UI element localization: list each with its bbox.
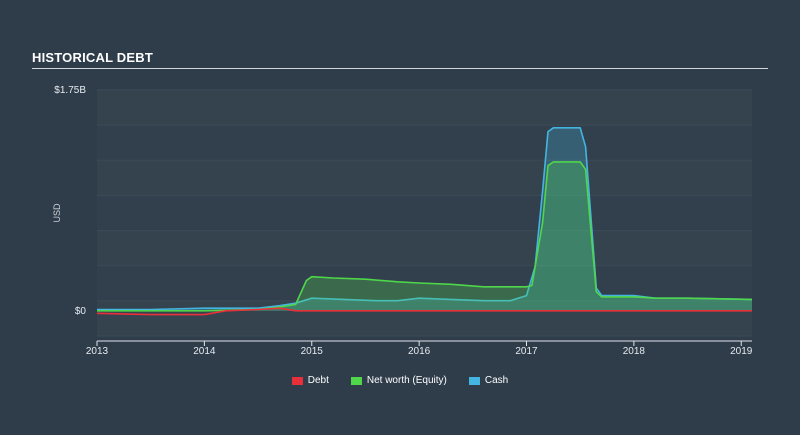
title-divider xyxy=(32,68,768,69)
y-tick-label: $1.75B xyxy=(54,85,86,96)
grid-band xyxy=(97,300,752,336)
series-area-net-worth-equity- xyxy=(97,161,752,311)
legend-label: Debt xyxy=(307,375,329,386)
series-line-cash xyxy=(97,127,753,311)
legend-item: Net worth (Equity) xyxy=(350,375,447,386)
grid-band xyxy=(97,160,752,196)
y-axis-label: USD xyxy=(52,203,62,223)
series-line-debt xyxy=(96,307,752,316)
grid-band xyxy=(97,195,752,231)
legend-swatch xyxy=(350,376,362,385)
x-tick-label: 2016 xyxy=(408,346,431,357)
chart-legend: Debt Net worth (Equity) Cash xyxy=(0,375,800,386)
x-tick-label: 2013 xyxy=(86,346,109,357)
series-line-net-worth-equity- xyxy=(97,161,753,312)
x-tick-label: 2015 xyxy=(301,346,324,357)
legend-item: Cash xyxy=(468,375,509,386)
x-tick-label: 2018 xyxy=(623,346,646,357)
grid-band xyxy=(97,90,752,126)
legend-swatch xyxy=(291,376,303,385)
legend-label: Cash xyxy=(484,375,509,386)
x-tick-label: 2014 xyxy=(193,346,216,357)
chart-title: HISTORICAL DEBT xyxy=(32,50,153,65)
grid-band xyxy=(97,125,752,161)
grid-band xyxy=(97,230,752,266)
x-tick-label: 2017 xyxy=(515,346,538,357)
series-area-cash xyxy=(97,127,752,311)
legend-label: Net worth (Equity) xyxy=(366,375,447,386)
x-tick-label: 2019 xyxy=(730,346,753,357)
y-tick-label: $0 xyxy=(75,306,87,317)
legend-swatch xyxy=(468,376,480,385)
legend-item: Debt xyxy=(291,375,329,386)
